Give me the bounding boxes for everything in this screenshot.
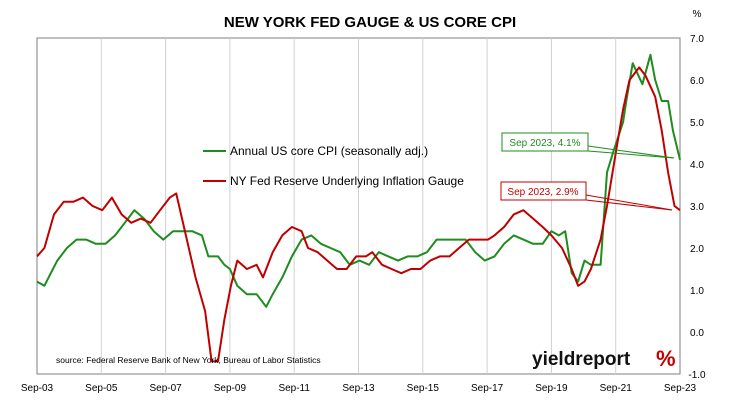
- y-axis-unit: %: [693, 9, 702, 20]
- x-tick-label: Sep-09: [214, 383, 247, 394]
- annotation-cpi: Sep 2023, 4.1%: [501, 132, 675, 159]
- x-tick-label: Sep-19: [535, 383, 568, 394]
- annotation-uig: Sep 2023, 2.9%: [500, 181, 673, 211]
- y-tick-label: 2.0: [690, 244, 704, 255]
- x-tick-label: Sep-21: [600, 383, 633, 394]
- x-tick-label: Sep-23: [664, 383, 697, 394]
- y-axis: 7.0 6.0 5.0 4.0 3.0 2.0 1.0 0.0 -1.0: [688, 34, 706, 381]
- gridlines: [100, 38, 617, 374]
- annotation-cpi-leader-bottom: [587, 150, 675, 159]
- x-tick-label: Sep-11: [278, 383, 310, 394]
- annotation-cpi-box: [501, 132, 589, 152]
- series-line-ny-fed-uig: [36, 66, 681, 363]
- source-note: source: Federal Reserve Bank of New York…: [56, 355, 321, 365]
- series-line-core-cpi: [36, 53, 681, 308]
- annotation-cpi-leader-top: [587, 145, 675, 159]
- annotation-uig-box: [500, 181, 587, 201]
- y-tick-label: 4.0: [690, 160, 704, 171]
- x-axis: Sep-03 Sep-05 Sep-07 Sep-09 Sep-11 Sep-13 Sep-…: [21, 383, 697, 394]
- x-tick-label: Sep-03: [21, 383, 54, 394]
- logo-percent-icon: %: [656, 346, 676, 371]
- x-tick-label: Sep-13: [342, 383, 375, 394]
- y-tick-label: 7.0: [690, 34, 704, 45]
- y-tick-label: 1.0: [690, 286, 704, 297]
- y-tick-label: 5.0: [690, 118, 704, 129]
- y-tick-label: 3.0: [690, 202, 704, 213]
- x-tick-label: Sep-05: [85, 383, 118, 394]
- annotation-cpi-text: Sep 2023, 4.1%: [509, 138, 580, 149]
- y-tick-label: 6.0: [690, 76, 704, 87]
- y-tick-label: 0.0: [690, 328, 704, 339]
- x-tick-label: Sep-17: [471, 383, 504, 394]
- legend-label-uig: NY Fed Reserve Underlying Inflation Gaug…: [230, 174, 464, 188]
- y-tick-label: -1.0: [688, 370, 706, 381]
- annotation-uig-leader-top: [585, 194, 673, 211]
- legend: Annual US core CPI (seasonally adj.) NY …: [203, 144, 464, 188]
- annotation-uig-text: Sep 2023, 2.9%: [507, 187, 578, 198]
- series-lines: [36, 53, 681, 363]
- yieldreport-logo: yieldreport %: [532, 346, 676, 371]
- chart-title: NEW YORK FED GAUGE & US CORE CPI: [224, 14, 516, 31]
- x-tick-label: Sep-15: [407, 383, 440, 394]
- legend-label-cpi: Annual US core CPI (seasonally adj.): [230, 144, 428, 158]
- x-tick-label: Sep-07: [149, 383, 182, 394]
- annotation-uig-leader-bottom: [585, 199, 673, 211]
- logo-wordmark: yieldreport: [532, 349, 631, 370]
